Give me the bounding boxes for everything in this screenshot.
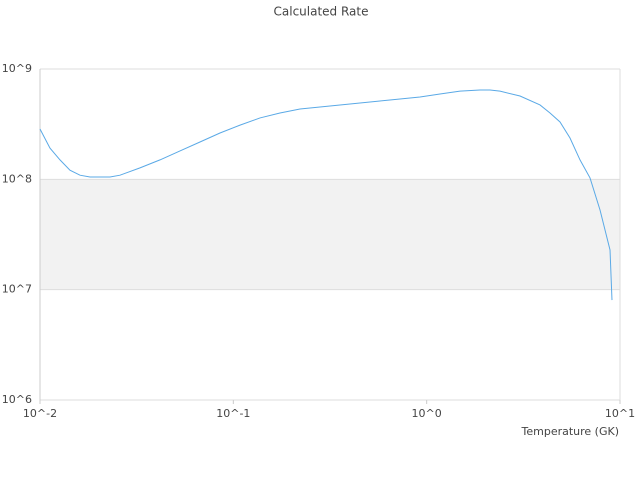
x-axis-label: Temperature (GK): [521, 425, 620, 438]
chart-title: Calculated Rate: [274, 5, 369, 19]
y-tick-label: 10^6: [2, 393, 32, 406]
y-tick-label: 10^9: [2, 62, 32, 75]
x-tick-label: 10^-1: [216, 407, 250, 420]
x-tick-label: 10^-2: [23, 407, 57, 420]
grid-band: [40, 179, 620, 290]
x-tick-label: 10^0: [412, 407, 442, 420]
x-tick-label: 10^1: [605, 407, 635, 420]
line: [39, 89, 613, 301]
y-tick-label: 10^8: [2, 172, 32, 185]
y-tick-label: 10^7: [2, 283, 32, 296]
